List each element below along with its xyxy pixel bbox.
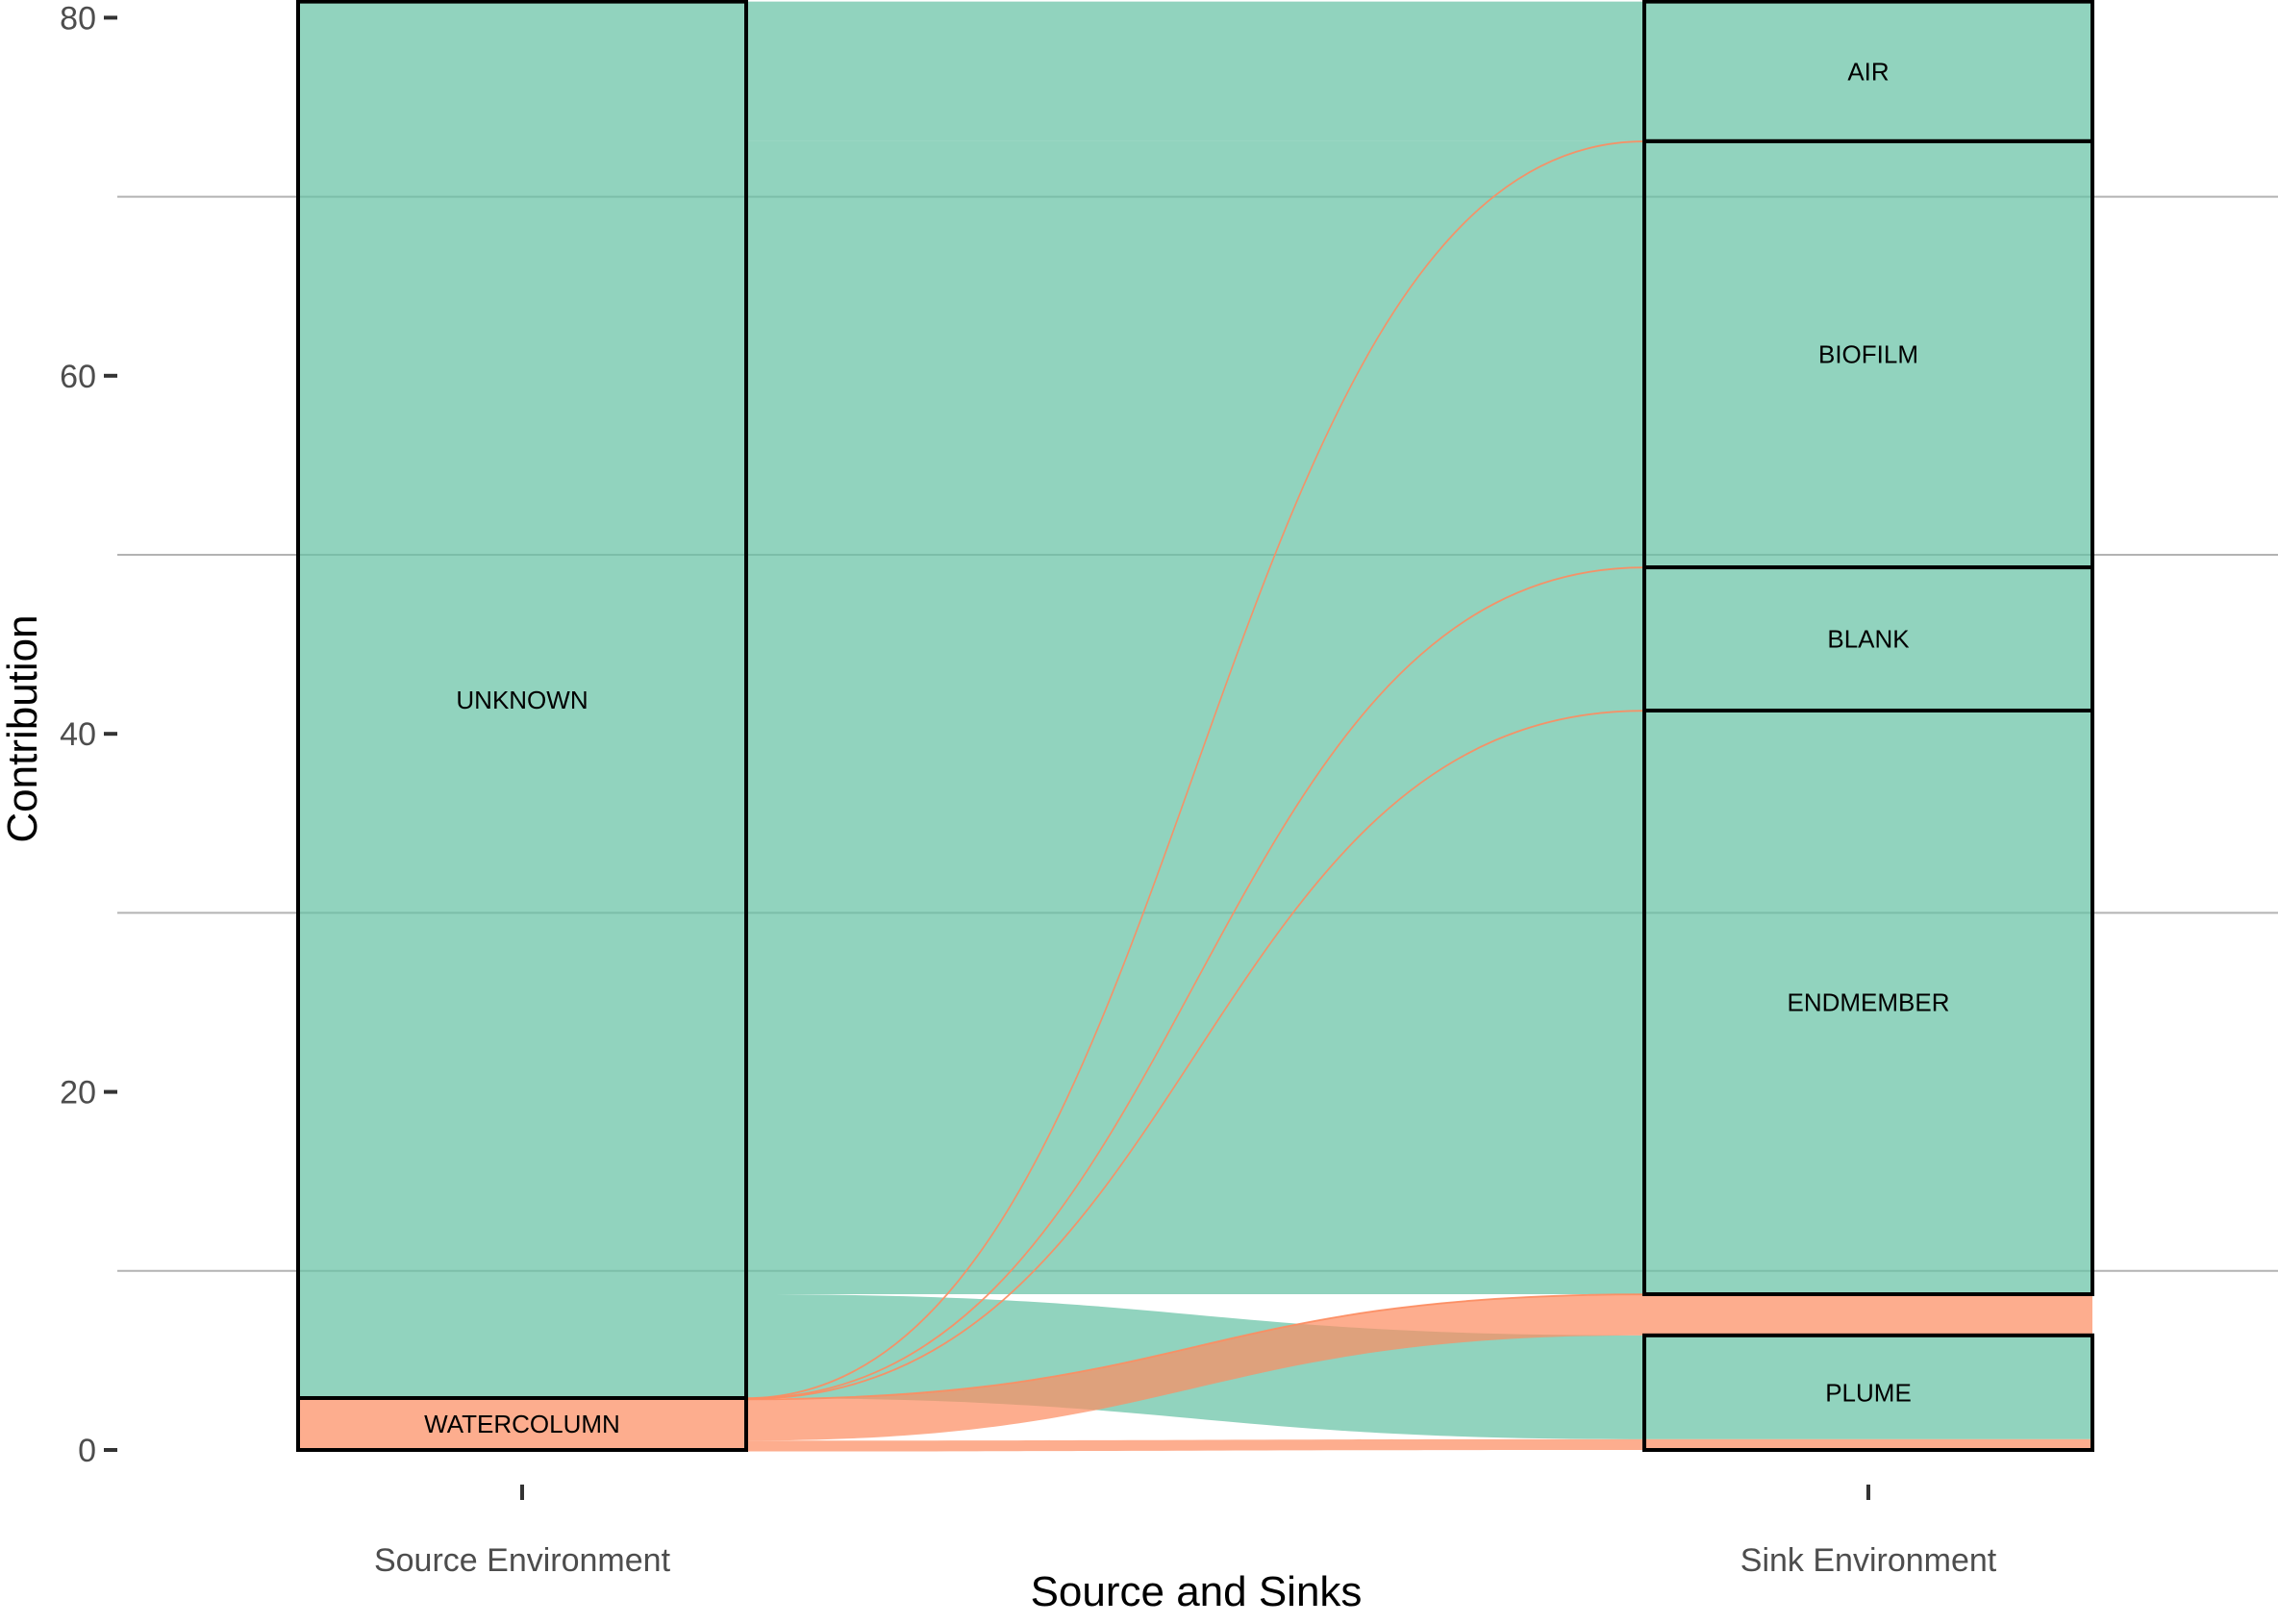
axes: 0 20 40 60 80 Source Environment Sink Environm… [60,0,1997,1579]
source-stratum-label: UNKNOWN [456,686,588,714]
flows [745,1,1645,1452]
y-tick-label: 80 [60,0,96,37]
sink-stratum [1642,708,2094,1297]
source-stratum-label: WATERCOLUMN [424,1410,620,1438]
sink-segment-fill [1644,1335,2092,1439]
source-stratum [296,1396,748,1452]
x-tick-label: Sink Environment [1740,1542,1997,1579]
strata: UNKNOWN WATERCOLUMN AIR BIOFILM BLANK ENDMEMB… [296,0,2094,1453]
y-tick-label: 20 [60,1075,96,1112]
x-axis-title: Source and Sinks [1031,1568,1363,1615]
source-stratum-fill [298,1,746,1399]
sink-stratum [1642,1333,2094,1453]
flow-ribbon [746,1438,1644,1452]
x-tick-label: Source Environment [374,1542,671,1579]
sink-segment-fill [1644,567,2092,711]
flow-ribbon [746,710,1644,1295]
sink-segment-fill [1644,140,2092,568]
sink-stratum-label: BIOFILM [1818,339,1918,368]
y-tick-label: 60 [60,359,96,395]
sink-segment-fill [1644,1294,2092,1336]
sink-stratum-label: AIR [1847,57,1889,86]
sink-stratum-label: ENDMEMBER [1787,988,1949,1017]
sink-segment-fill [1644,1,2092,141]
sink-segment-fill [1644,1438,2092,1450]
y-tick-label: 40 [60,716,96,753]
sink-stratum-label: BLANK [1827,625,1910,654]
sink-segment-fill [1644,710,2092,1295]
sink-stratum-label: PLUME [1825,1378,1912,1407]
y-tick-label: 0 [78,1433,96,1469]
flow-ribbon [746,1294,1644,1441]
flow-ribbon [746,140,1644,568]
y-axis-title: Contribution [0,614,46,842]
source-stratum-fill [298,1398,746,1450]
flow-ribbon [746,567,1644,711]
flow-ribbon [746,1,1644,141]
